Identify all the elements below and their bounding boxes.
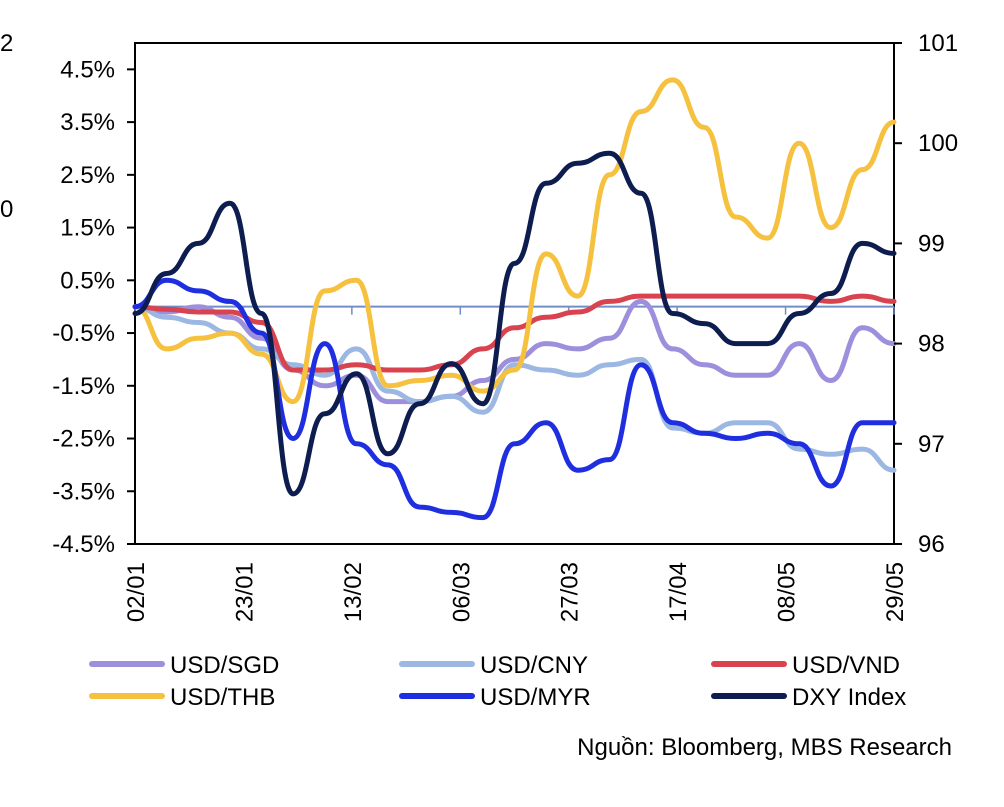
series-line-usd-thb: [132, 77, 897, 405]
y2-tick-label: 97: [918, 431, 945, 458]
legend-label-usd-thb: USD/THB: [170, 684, 275, 711]
series-line-dxy-index: [132, 150, 897, 497]
y2-tick-label: 99: [918, 230, 945, 257]
x-tick-label: 06/03: [448, 562, 475, 622]
y-axis-right-ticks: 101 100 99 98 97 96: [894, 30, 958, 558]
series-line-usd-cny: [132, 304, 897, 473]
y-tick-label: 0.5%: [60, 267, 115, 294]
legend-label-usd-cny: USD/CNY: [480, 652, 588, 679]
y-tick-label: -3.5%: [52, 478, 115, 505]
x-tick-label: 17/04: [665, 562, 692, 622]
x-tick-label: 02/01: [123, 562, 150, 622]
y2-tick-label: 96: [918, 531, 945, 558]
x-tick-label: 23/01: [231, 562, 258, 622]
edge-fragment-top: 2: [0, 30, 14, 57]
source-note: Nguồn: Bloomberg, MBS Research: [577, 734, 952, 761]
x-tick-label: 27/03: [557, 562, 584, 622]
series-lines: [132, 77, 897, 521]
y-tick-label: -2.5%: [52, 426, 115, 453]
series-line-usd-myr: [132, 277, 897, 521]
legend-label-usd-myr: USD/MYR: [480, 684, 591, 711]
plot-border: [134, 42, 895, 545]
zero-line: [134, 305, 895, 315]
x-axis-ticks: 02/01 23/01 13/02 06/03 27/03 17/04 08/05 29/05: [123, 562, 909, 622]
legend-label-usd-vnd: USD/VND: [792, 652, 900, 679]
y2-tick-label: 98: [918, 331, 945, 358]
legend: USD/SGD USD/CNY USD/VND USD/THB USD/MYR DXY I…: [89, 652, 906, 711]
y-tick-label: 3.5%: [60, 109, 115, 136]
series-line-usd-vnd: [132, 293, 897, 373]
y-tick-label: 2.5%: [60, 162, 115, 189]
plot-frame: [134, 42, 895, 545]
y-axis-left-ticks: 4.5% 3.5% 2.5% 1.5% 0.5% -0.5% -1.5% -2.5% -3.5%…: [52, 56, 135, 558]
x-tick-label: 29/05: [882, 562, 909, 622]
y-tick-label: -0.5%: [52, 320, 115, 347]
y2-tick-label: 101: [918, 30, 958, 57]
y-tick-label: -1.5%: [52, 373, 115, 400]
y-tick-label: -4.5%: [52, 531, 115, 558]
y-tick-label: 1.5%: [60, 215, 115, 242]
legend-label-usd-sgd: USD/SGD: [170, 652, 279, 679]
x-tick-label: 13/02: [340, 562, 367, 622]
y2-tick-label: 100: [918, 130, 958, 157]
edge-fragment-middle: 0: [0, 196, 14, 223]
x-tick-label: 08/05: [774, 562, 801, 622]
legend-label-dxy-index: DXY Index: [792, 684, 906, 711]
y-tick-label: 4.5%: [60, 56, 115, 83]
